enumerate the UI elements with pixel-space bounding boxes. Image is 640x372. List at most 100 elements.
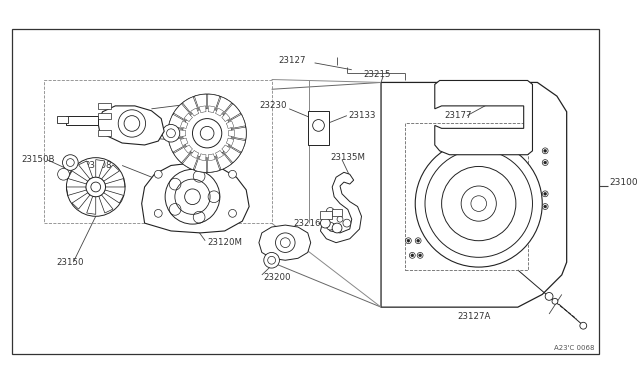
Circle shape <box>544 205 547 208</box>
Bar <box>57 116 68 124</box>
Polygon shape <box>105 179 125 187</box>
Circle shape <box>406 238 412 244</box>
Wedge shape <box>191 108 199 116</box>
Circle shape <box>417 253 423 258</box>
Polygon shape <box>104 190 124 203</box>
Wedge shape <box>199 106 206 113</box>
Text: 23216: 23216 <box>293 219 321 228</box>
Text: 23200: 23200 <box>264 273 291 282</box>
Text: 23120N: 23120N <box>122 134 156 142</box>
Polygon shape <box>99 195 113 213</box>
Wedge shape <box>182 97 198 114</box>
Text: 23120M: 23120M <box>207 238 242 247</box>
Wedge shape <box>184 113 193 122</box>
Text: 23133: 23133 <box>349 111 376 120</box>
Wedge shape <box>223 104 241 121</box>
Wedge shape <box>216 97 232 114</box>
Text: 23230: 23230 <box>259 102 287 110</box>
Circle shape <box>442 166 516 241</box>
Circle shape <box>67 158 74 166</box>
Polygon shape <box>98 106 164 145</box>
Circle shape <box>276 233 295 253</box>
Bar <box>98 130 111 136</box>
Text: A23'C 0068: A23'C 0068 <box>554 345 594 351</box>
Wedge shape <box>216 150 223 158</box>
Circle shape <box>415 238 421 244</box>
Circle shape <box>544 161 547 164</box>
Circle shape <box>166 129 175 138</box>
Circle shape <box>337 216 343 222</box>
Wedge shape <box>208 106 215 113</box>
Wedge shape <box>195 94 207 110</box>
Wedge shape <box>228 130 234 137</box>
Polygon shape <box>67 187 86 195</box>
Circle shape <box>154 209 162 217</box>
Circle shape <box>407 239 410 242</box>
Text: 23135M: 23135M <box>330 153 365 162</box>
Wedge shape <box>216 152 232 170</box>
Circle shape <box>580 322 587 329</box>
Wedge shape <box>173 146 191 163</box>
Wedge shape <box>223 146 241 163</box>
Polygon shape <box>79 161 93 179</box>
Polygon shape <box>141 163 249 233</box>
Text: 23100: 23100 <box>610 177 638 187</box>
Circle shape <box>461 186 497 221</box>
Circle shape <box>419 254 422 257</box>
Text: 23118: 23118 <box>215 185 243 193</box>
Circle shape <box>268 256 276 264</box>
Text: 23127: 23127 <box>278 57 306 65</box>
Circle shape <box>63 155 78 170</box>
Circle shape <box>264 253 280 268</box>
Wedge shape <box>208 154 215 161</box>
Polygon shape <box>68 171 88 184</box>
Wedge shape <box>180 121 188 128</box>
Wedge shape <box>182 152 198 170</box>
Wedge shape <box>199 154 206 161</box>
Circle shape <box>280 238 290 247</box>
Circle shape <box>193 119 222 148</box>
Bar <box>332 209 342 216</box>
Wedge shape <box>222 145 230 153</box>
Wedge shape <box>180 130 186 137</box>
Circle shape <box>154 170 162 178</box>
Wedge shape <box>169 138 186 152</box>
Wedge shape <box>216 108 223 116</box>
Wedge shape <box>222 113 230 122</box>
Wedge shape <box>168 127 183 140</box>
Circle shape <box>425 150 532 257</box>
Bar <box>12 29 599 354</box>
Polygon shape <box>86 196 96 214</box>
Polygon shape <box>321 172 362 243</box>
Wedge shape <box>228 138 246 152</box>
Wedge shape <box>180 138 188 146</box>
Text: 23150: 23150 <box>57 258 84 267</box>
Polygon shape <box>96 160 105 178</box>
Circle shape <box>544 192 547 195</box>
Text: 23102: 23102 <box>193 99 220 108</box>
Circle shape <box>471 196 486 211</box>
Text: 23177: 23177 <box>445 111 472 120</box>
Polygon shape <box>102 165 120 181</box>
Polygon shape <box>435 80 532 155</box>
Text: 23150B: 23150B <box>22 155 55 164</box>
Circle shape <box>228 209 236 217</box>
Circle shape <box>552 298 558 304</box>
Circle shape <box>542 160 548 166</box>
Circle shape <box>86 177 106 197</box>
Circle shape <box>58 169 69 180</box>
Circle shape <box>200 126 214 140</box>
Polygon shape <box>72 193 90 209</box>
Circle shape <box>542 203 548 209</box>
Bar <box>321 211 332 219</box>
Circle shape <box>185 189 200 205</box>
Circle shape <box>545 292 553 300</box>
Circle shape <box>544 150 547 152</box>
Polygon shape <box>381 83 566 307</box>
Circle shape <box>228 170 236 178</box>
Bar <box>98 113 111 119</box>
Text: 23108: 23108 <box>85 161 113 170</box>
Wedge shape <box>173 104 191 121</box>
Circle shape <box>162 125 180 142</box>
Wedge shape <box>228 114 246 129</box>
